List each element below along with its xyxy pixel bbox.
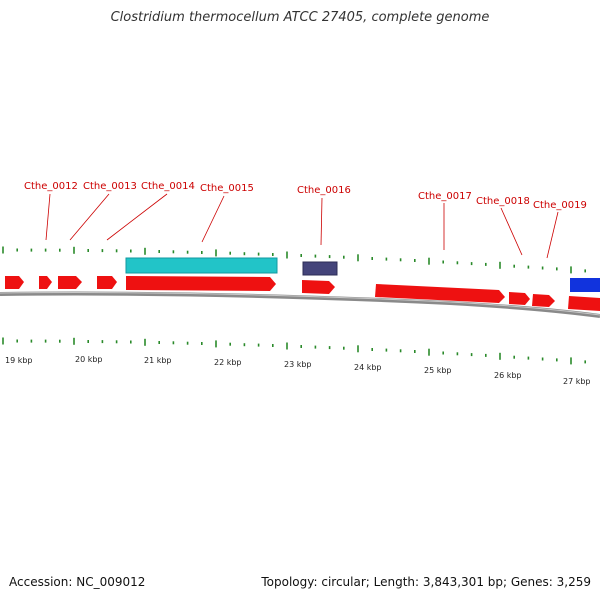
gene-label-cthe-0018[interactable]: Cthe_0018 bbox=[476, 196, 530, 207]
kbp-label-26: 26 kbp bbox=[494, 371, 522, 380]
gene-label-cthe-0013[interactable]: Cthe_0013 bbox=[83, 181, 137, 192]
genome-summary-text: Topology: circular; Length: 3,843,301 bp… bbox=[261, 575, 591, 589]
accession-text: Accession: NC_009012 bbox=[9, 575, 146, 589]
cds-arrow[interactable] bbox=[5, 276, 24, 289]
genome-backbone bbox=[0, 291, 600, 318]
cds-arrow[interactable] bbox=[97, 276, 117, 289]
cds-track bbox=[5, 276, 600, 311]
map-title: Clostridium thermocellum ATCC 27405, com… bbox=[110, 10, 490, 25]
kbp-label-25: 25 kbp bbox=[424, 366, 452, 375]
gene-label-cthe-0017[interactable]: Cthe_0017 bbox=[418, 191, 472, 202]
gene-label-cthe-0014[interactable]: Cthe_0014 bbox=[141, 181, 195, 192]
cds-arrow[interactable] bbox=[302, 280, 335, 294]
bottom-tick-track bbox=[2, 337, 587, 365]
cds-arrow[interactable] bbox=[39, 276, 52, 289]
gene-label-cthe-0015[interactable]: Cthe_0015 bbox=[200, 183, 254, 194]
kbp-label-19: 19 kbp bbox=[5, 356, 33, 365]
kbp-label-20: 20 kbp bbox=[75, 355, 103, 364]
kbp-label-22: 22 kbp bbox=[214, 358, 242, 367]
kbp-label-27: 27 kbp bbox=[563, 377, 591, 386]
cds-arrow[interactable] bbox=[126, 276, 276, 291]
cds-arrow[interactable] bbox=[568, 296, 600, 311]
trna-feature[interactable] bbox=[302, 261, 338, 276]
cds-arrow[interactable] bbox=[375, 284, 505, 303]
rrna-feature[interactable] bbox=[125, 257, 278, 274]
kbp-label-23: 23 kbp bbox=[284, 360, 312, 369]
cds-arrow[interactable] bbox=[509, 292, 530, 305]
cds-arrow[interactable] bbox=[532, 294, 555, 307]
gene-label-cthe-0016[interactable]: Cthe_0016 bbox=[297, 185, 351, 196]
top-tick-track bbox=[2, 246, 587, 274]
gene-leader-lines bbox=[45, 193, 559, 259]
kbp-label-21: 21 kbp bbox=[144, 356, 172, 365]
gene-label-cthe-0019[interactable]: Cthe_0019 bbox=[533, 200, 587, 211]
other-feature[interactable] bbox=[570, 278, 600, 292]
genome-backbone-highlight bbox=[0, 291, 600, 316]
gene-label-cthe-0012[interactable]: Cthe_0012 bbox=[24, 181, 78, 192]
cds-arrow[interactable] bbox=[58, 276, 82, 289]
kbp-label-24: 24 kbp bbox=[354, 363, 382, 372]
